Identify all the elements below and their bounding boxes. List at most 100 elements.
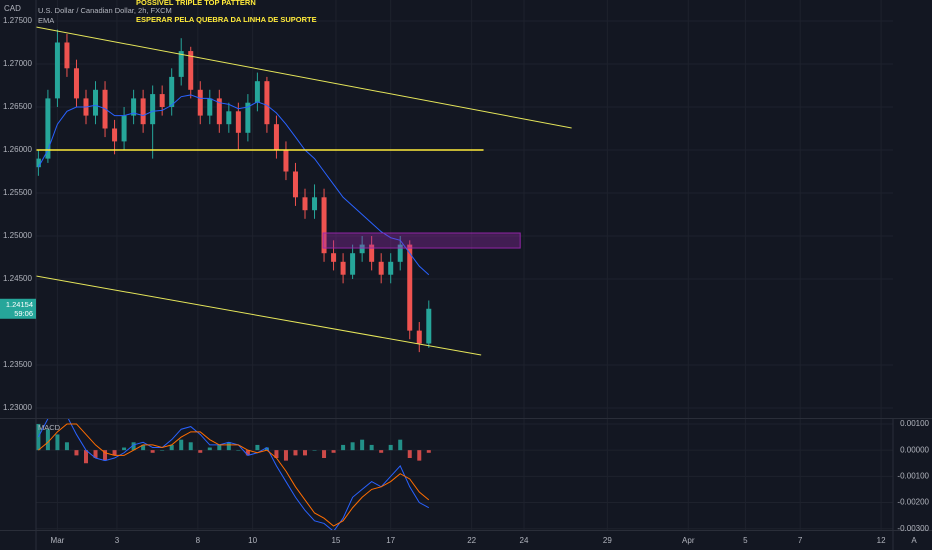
- y-tick-label: 1.23500: [3, 360, 32, 369]
- candle-body: [292, 171, 298, 198]
- x-tick-label: 10: [248, 536, 257, 545]
- macd-line: [38, 423, 430, 527]
- scale-mode-button[interactable]: A: [911, 536, 917, 545]
- candle-body: [45, 98, 51, 159]
- y-tick-label: 0.00100: [900, 419, 929, 428]
- histogram-bar: [255, 444, 260, 451]
- histogram-bar: [341, 444, 346, 451]
- histogram-bar: [45, 429, 50, 451]
- y-tick-label: 1.26500: [3, 102, 32, 111]
- candle-body: [273, 124, 279, 150]
- candle-body: [64, 42, 70, 69]
- candle-body: [331, 253, 337, 262]
- y-tick-label: 1.25500: [3, 188, 32, 197]
- y-tick-label: 1.24500: [3, 274, 32, 283]
- candle-body: [359, 244, 365, 254]
- y-tick-label: 1.27000: [3, 59, 32, 68]
- candle-body: [178, 51, 184, 77]
- histogram-bar: [236, 450, 241, 451]
- chart-title: U.S. Dollar / Canadian Dollar, 2h, FXCM: [38, 6, 172, 15]
- x-tick-label: 8: [196, 536, 201, 545]
- histogram-bar: [331, 450, 336, 453]
- macd-line: [37, 419, 430, 530]
- candle-body: [226, 111, 232, 125]
- histogram-bar: [226, 442, 231, 451]
- candle-body: [283, 149, 289, 172]
- y-tick-label: 1.25000: [3, 231, 32, 240]
- histogram-bar: [93, 450, 98, 459]
- candle-body: [216, 98, 222, 125]
- price-pane: [36, 26, 572, 356]
- y-tick-label: -0.00300: [897, 524, 929, 533]
- annotation: POSSIVEL TRIPLE TOP PATTERN: [136, 0, 256, 7]
- y-tick-label: -0.00100: [897, 471, 929, 480]
- y-tick-label: 1.27500: [3, 16, 32, 25]
- histogram-bar: [417, 450, 422, 461]
- histogram-bar: [369, 444, 374, 451]
- candle-body: [321, 197, 327, 254]
- x-tick-label: 24: [520, 536, 529, 545]
- x-tick-label: Apr: [682, 536, 695, 545]
- candle-body: [131, 98, 137, 116]
- trendline: [36, 275, 482, 356]
- candle-body: [340, 261, 346, 275]
- candle-body: [302, 197, 308, 211]
- histogram-bar: [207, 447, 212, 451]
- histogram-bar: [122, 447, 127, 451]
- candle-body: [416, 330, 422, 344]
- histogram-bar: [398, 439, 403, 451]
- y-axis-label: CAD: [4, 4, 21, 13]
- histogram-bar: [407, 450, 412, 459]
- candle-body: [112, 128, 118, 142]
- candle-body: [388, 261, 394, 275]
- histogram-bar: [303, 450, 308, 456]
- candle-body: [369, 244, 375, 262]
- histogram-bar: [64, 442, 69, 451]
- y-tick-label: 1.26000: [3, 145, 32, 154]
- annotation: ESPERAR PELA QUEBRA DA LINHA DE SUPORTE: [136, 15, 317, 24]
- trendline: [36, 26, 572, 129]
- candle-body: [245, 102, 251, 133]
- candle-body: [121, 115, 127, 142]
- candle-body: [197, 89, 203, 116]
- candle-body: [378, 261, 384, 275]
- candle-body: [188, 51, 194, 90]
- y-tick-label: 0.00000: [900, 445, 929, 454]
- candle-body: [36, 158, 41, 168]
- indicator-label: EMA: [38, 16, 54, 25]
- ema-line: [37, 94, 430, 276]
- histogram-bar: [103, 450, 108, 461]
- histogram-bar: [131, 442, 136, 451]
- candle-body: [150, 94, 156, 125]
- histogram-bar: [150, 450, 155, 453]
- histogram-bar: [217, 444, 222, 451]
- x-tick-label: 7: [798, 536, 803, 545]
- x-tick-label: 3: [115, 536, 120, 545]
- histogram-bar: [350, 442, 355, 451]
- candle-body: [54, 42, 60, 99]
- histogram-bar: [141, 444, 146, 451]
- histogram-bar: [74, 450, 79, 456]
- candle-body: [350, 253, 356, 275]
- candle-body: [140, 98, 146, 125]
- x-tick-label: 17: [386, 536, 395, 545]
- candle-body: [159, 94, 165, 107]
- last-price-label: 1.24154: [6, 300, 33, 309]
- macd-pane: [36, 419, 431, 530]
- candle-body: [407, 244, 413, 331]
- x-tick-label: 15: [331, 536, 340, 545]
- last-price-box: [0, 298, 36, 319]
- y-tick-label: -0.00200: [897, 498, 929, 507]
- histogram-bar: [312, 450, 317, 451]
- histogram-bar: [179, 439, 184, 451]
- candle-body: [397, 244, 403, 262]
- histogram-bar: [169, 444, 174, 451]
- y-tick-label: 1.23000: [3, 403, 32, 412]
- candle-body: [73, 68, 79, 99]
- histogram-bar: [55, 434, 60, 451]
- x-tick-label: Mar: [51, 536, 65, 545]
- histogram-bar: [274, 450, 279, 459]
